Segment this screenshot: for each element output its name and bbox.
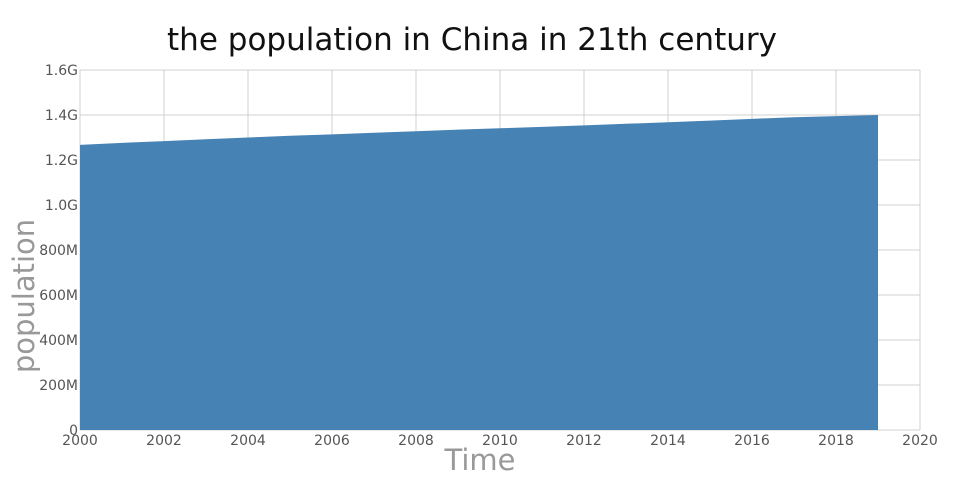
x-tick-label: 2010 [482, 433, 518, 449]
area-series-0 [80, 115, 878, 430]
x-tick-label: 2018 [818, 433, 854, 449]
y-tick-label: 0 [69, 423, 78, 439]
y-tick-label: 1.0G [45, 198, 78, 214]
x-tick-label: 2006 [314, 433, 350, 449]
chart-title: the population in China in 21th century [167, 22, 777, 58]
x-tick-label: 2014 [650, 433, 686, 449]
x-tick-label: 2008 [398, 433, 434, 449]
y-axis-ticks: 0 200M 400M 600M 800M 1.0G 1.2G 1.4G 1.6G [39, 63, 78, 439]
x-tick-label: 2016 [734, 433, 770, 449]
x-tick-label: 2000 [62, 433, 98, 449]
y-tick-label: 1.6G [45, 63, 78, 79]
x-axis-ticks: 2000 2002 2004 2006 2008 2010 2012 2014 2016 2018… [62, 433, 938, 449]
area-layer [80, 115, 878, 430]
y-axis-label: population [7, 219, 41, 373]
y-tick-label: 600M [39, 288, 78, 304]
y-tick-label: 800M [39, 243, 78, 259]
y-tick-label: 1.4G [45, 108, 78, 124]
y-tick-label: 400M [39, 333, 78, 349]
x-tick-label: 2002 [146, 433, 182, 449]
x-axis-label: Time [444, 443, 516, 477]
y-tick-label: 1.2G [45, 153, 78, 169]
x-tick-label: 2020 [902, 433, 938, 449]
x-tick-label: 2012 [566, 433, 602, 449]
y-tick-label: 200M [39, 378, 78, 394]
x-tick-label: 2004 [230, 433, 266, 449]
